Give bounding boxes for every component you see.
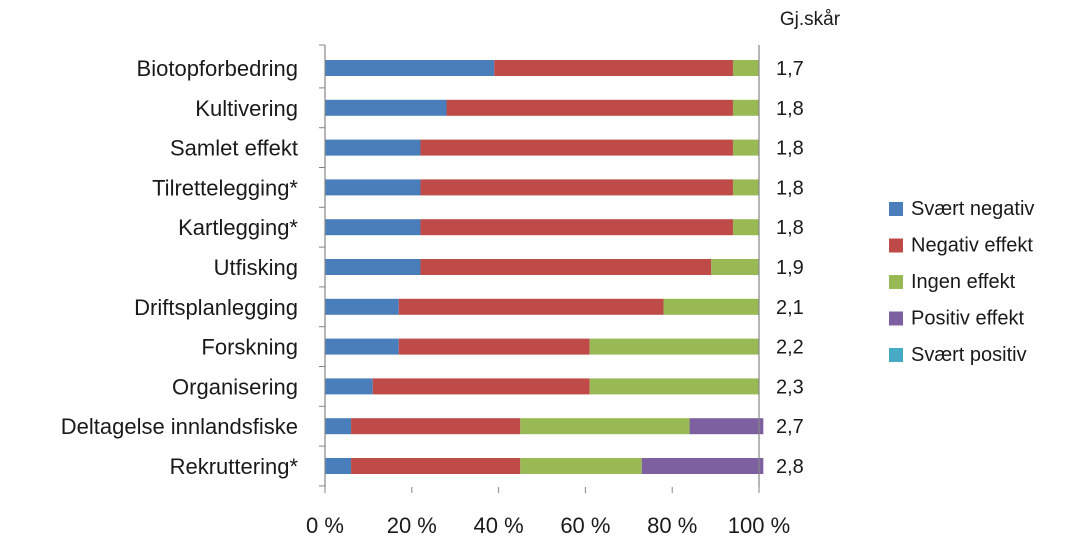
bar-segment-10-4 (689, 418, 764, 435)
legend-label: Ingen effekt (911, 271, 1016, 293)
bar-segment-2-2 (446, 99, 733, 116)
bar-segment-5-3 (732, 219, 759, 236)
score-value: 2,8 (776, 456, 804, 478)
bar-segment-3-1 (325, 139, 421, 156)
bar-segment-9-1 (325, 378, 373, 395)
x-tick-label: 100 % (728, 513, 790, 538)
legend-swatch (889, 275, 903, 289)
bar-segment-7-2 (398, 298, 664, 315)
legend-label: Svært negativ (911, 198, 1034, 220)
bar-segment-10-3 (520, 418, 690, 435)
x-tick-label: 20 % (387, 513, 437, 538)
category-label: Organisering (172, 374, 298, 399)
score-value: 1,8 (776, 98, 804, 120)
bar-segment-2-3 (732, 99, 759, 116)
bar-segment-1-1 (325, 60, 495, 76)
bars-layer (325, 60, 764, 474)
score-value: 2,1 (776, 297, 804, 319)
x-tick-label: 40 % (474, 513, 524, 538)
bar-segment-7-1 (325, 298, 399, 315)
bar-segment-1-2 (494, 60, 733, 76)
category-label: Tilrettelegging* (152, 175, 298, 200)
score-value: 2,3 (776, 376, 804, 398)
score-value: 1,8 (776, 177, 804, 199)
score-value: 1,8 (776, 217, 804, 239)
bar-segment-6-1 (325, 259, 421, 275)
legend-label: Positiv effekt (911, 308, 1024, 330)
bar-segment-8-1 (325, 338, 399, 355)
x-tick-label: 80 % (647, 513, 697, 538)
bar-segment-6-3 (711, 259, 759, 275)
legend: Svært negativ Negativ effekt Ingen effekt P… (889, 198, 1034, 366)
category-labels: Biotopforbedring Kultivering Samlet effekt… (61, 56, 299, 479)
score-labels: 1,7 1,8 1,8 1,8 1,8 1,9 2,1 2,2 2,3 2,7 2,8 (776, 58, 804, 478)
bar-segment-10-1 (325, 418, 352, 435)
bar-segment-9-2 (372, 378, 590, 395)
score-header: Gj.skår (780, 9, 841, 30)
bar-segment-6-2 (420, 259, 712, 275)
category-label: Kultivering (195, 96, 298, 121)
category-label: Driftsplanlegging (134, 295, 298, 320)
bar-segment-4-1 (325, 179, 421, 196)
score-value: 1,9 (776, 257, 804, 279)
category-label: Forskning (201, 335, 298, 360)
legend-label: Svært positiv (911, 344, 1027, 366)
bar-segment-9-3 (589, 378, 759, 395)
category-label: Rekruttering* (170, 454, 299, 479)
bar-segment-3-3 (732, 139, 759, 156)
x-tick-labels: 0 % 20 % 40 % 60 % 80 % 100 % (306, 513, 790, 538)
legend-label: Negativ effekt (911, 235, 1033, 257)
category-label: Samlet effekt (170, 136, 298, 161)
bar-segment-8-3 (589, 338, 759, 355)
bar-segment-11-2 (351, 458, 521, 474)
legend-swatch (889, 238, 903, 253)
category-label: Deltagelse innlandsfiske (61, 414, 298, 439)
score-value: 1,7 (776, 58, 804, 80)
category-label: Utfisking (214, 255, 298, 280)
legend-swatch (889, 348, 903, 362)
bar-segment-8-2 (398, 338, 590, 355)
x-tick-label: 60 % (560, 513, 610, 538)
bar-segment-5-1 (325, 219, 421, 236)
legend-swatch (889, 311, 903, 326)
legend-swatch (889, 202, 903, 216)
bar-segment-7-3 (663, 298, 759, 315)
x-tick-label: 0 % (306, 513, 344, 538)
axes-layer (319, 44, 760, 493)
bar-segment-5-2 (420, 219, 733, 236)
bar-segment-4-3 (732, 179, 759, 196)
bar-segment-4-2 (420, 179, 733, 196)
score-value: 2,7 (776, 416, 804, 438)
bar-segment-10-2 (351, 418, 521, 435)
score-value: 1,8 (776, 138, 804, 160)
score-value: 2,2 (776, 337, 804, 359)
category-label: Biotopforbedring (137, 56, 298, 81)
bar-segment-2-1 (325, 99, 447, 116)
bar-segment-11-4 (641, 458, 764, 474)
bar-segment-11-3 (520, 458, 642, 474)
bar-segment-11-1 (325, 458, 352, 474)
bar-segment-1-3 (732, 60, 759, 76)
bar-segment-3-2 (420, 139, 733, 156)
category-label: Kartlegging* (178, 215, 298, 240)
